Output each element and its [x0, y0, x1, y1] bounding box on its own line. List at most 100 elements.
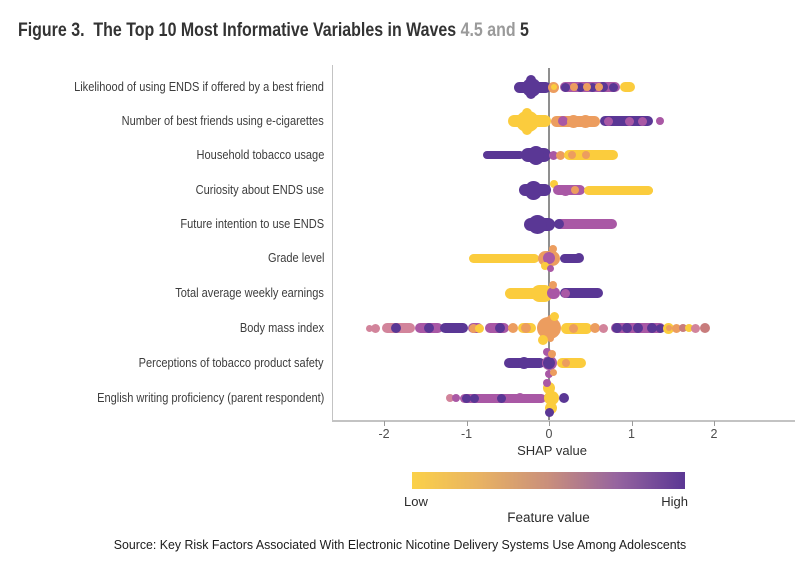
beeswarm-mark	[568, 151, 577, 159]
beeswarm-mark	[561, 359, 570, 367]
row-label: Perceptions of tobacco product safety	[139, 355, 324, 370]
beeswarm-mark	[553, 219, 564, 229]
beeswarm-mark	[672, 323, 682, 333]
beeswarm-mark	[611, 323, 622, 333]
zero-reference-line	[548, 68, 550, 420]
beeswarm-mark	[550, 368, 558, 376]
beeswarm-mark	[598, 82, 609, 92]
beeswarm-mark	[518, 357, 531, 369]
beeswarm-mark	[543, 379, 552, 387]
beeswarm-mark	[563, 150, 619, 160]
beeswarm-mark	[545, 370, 553, 378]
beeswarm-mark	[470, 393, 480, 403]
beeswarm-mark	[451, 394, 460, 402]
beeswarm-mark	[544, 407, 554, 417]
beeswarm-mark	[365, 324, 373, 332]
beeswarm-mark	[556, 150, 566, 160]
beeswarm-mark	[462, 393, 471, 403]
beeswarm-mark	[543, 252, 555, 264]
x-tick	[466, 421, 468, 426]
beeswarm-mark	[583, 185, 653, 195]
beeswarm-mark	[637, 116, 647, 126]
row-label: Body mass index	[239, 320, 324, 335]
beeswarm-mark	[496, 393, 506, 403]
beeswarm-mark	[622, 323, 633, 333]
beeswarm-mark	[550, 84, 557, 90]
beeswarm-mark	[569, 323, 579, 333]
figure-title-wave-gray: 4.5 and	[460, 20, 521, 41]
beeswarm-mark	[549, 245, 558, 253]
source-note: Source: Key Risk Factors Associated With…	[113, 537, 687, 552]
beeswarm-mark	[655, 117, 664, 125]
beeswarm-mark	[691, 323, 701, 333]
beeswarm-mark	[557, 358, 587, 368]
colorbar-high-label: High	[661, 494, 688, 509]
beeswarm-mark	[588, 82, 598, 92]
beeswarm-mark	[528, 214, 548, 234]
beeswarm-mark	[559, 288, 603, 298]
beeswarm-mark	[598, 323, 608, 333]
beeswarm-mark	[647, 323, 658, 333]
beeswarm-mark	[561, 82, 570, 92]
beeswarm-mark	[549, 281, 558, 289]
figure-title-main: Figure 3. The Top 10 Most Informative Va…	[18, 20, 461, 41]
x-tick-label: -2	[378, 427, 390, 441]
beeswarm-mark	[567, 114, 581, 128]
beeswarm-mark	[515, 393, 526, 403]
beeswarm-mark	[578, 114, 592, 128]
beeswarm-mark	[625, 116, 635, 126]
colorbar-title: Feature value	[507, 510, 590, 525]
beeswarm-mark	[547, 264, 555, 272]
beeswarm-mark	[549, 150, 559, 160]
beeswarm-mark	[582, 83, 591, 91]
figure-title: Figure 3. The Top 10 Most Informative Va…	[18, 20, 529, 42]
beeswarm-mark	[561, 288, 570, 298]
beeswarm-mark	[544, 391, 559, 405]
beeswarm-mark	[525, 75, 536, 99]
beeswarm-mark	[391, 323, 402, 333]
x-tick-label: 2	[710, 427, 718, 441]
beeswarm-mark	[575, 82, 585, 92]
beeswarm-mark	[505, 287, 541, 299]
beeswarm-mark	[475, 323, 485, 333]
beeswarm-mark	[554, 219, 617, 229]
beeswarm-mark	[446, 394, 454, 402]
row-label: Number of best friends using e-cigarette…	[121, 113, 324, 128]
beeswarm-mark	[543, 357, 555, 369]
beeswarm-mark	[571, 186, 580, 194]
beeswarm-mark	[525, 180, 543, 200]
beeswarm-mark	[619, 82, 635, 92]
row-label: Grade level	[267, 250, 324, 265]
x-tick-label: -1	[460, 427, 473, 441]
beeswarm-mark	[665, 325, 672, 331]
beeswarm-mark	[507, 323, 518, 333]
row-label: Curiosity about ENDS use	[195, 182, 324, 197]
beeswarm-mark	[560, 184, 571, 196]
row-label: Total average weekly earnings	[175, 285, 324, 300]
y-axis-line	[332, 65, 333, 420]
beeswarm-mark	[582, 151, 591, 159]
beeswarm-mark	[558, 116, 569, 126]
beeswarm-mark	[527, 145, 545, 165]
beeswarm-mark	[424, 323, 435, 333]
beeswarm-mark	[468, 323, 478, 333]
beeswarm-mark	[639, 186, 653, 194]
beeswarm-mark	[547, 287, 560, 299]
beeswarm-mark	[594, 83, 603, 91]
beeswarm-mark	[550, 311, 560, 321]
beeswarm-mark	[483, 151, 525, 159]
beeswarm-mark	[549, 180, 558, 188]
beeswarm-mark	[685, 324, 694, 332]
beeswarm-mark	[520, 323, 531, 333]
figure-title-wave-dark: 5	[520, 20, 529, 41]
beeswarm-mark	[548, 350, 557, 358]
x-tick-label: 0	[545, 427, 553, 441]
row-label: Future intention to use ENDS	[180, 216, 324, 231]
x-tick	[384, 421, 385, 426]
colorbar-low-label: Low	[404, 494, 428, 509]
beeswarm-mark	[540, 262, 549, 270]
beeswarm-mark	[573, 253, 584, 263]
x-axis-title: SHAP value	[517, 443, 587, 458]
row-label: Household tobacco usage	[196, 147, 324, 162]
row-label: Likelihood of using ENDS if offered by a…	[74, 79, 324, 94]
